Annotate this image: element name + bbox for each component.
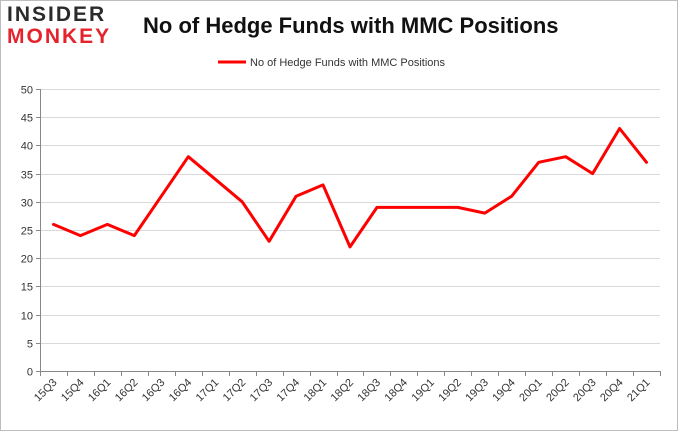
x-tick-label: 18Q3	[356, 377, 384, 405]
data-point	[618, 127, 621, 130]
data-point	[79, 234, 82, 237]
data-point	[295, 195, 298, 198]
logo-line-1: INSIDER	[7, 3, 107, 26]
x-tick-label: 16Q3	[140, 377, 168, 405]
data-point	[376, 206, 379, 209]
data-point	[187, 155, 190, 158]
x-tick-label: 15Q4	[59, 377, 87, 405]
x-tick-label: 18Q2	[329, 377, 357, 405]
data-point	[133, 234, 136, 237]
data-point	[241, 200, 244, 203]
x-tick-label: 19Q1	[409, 377, 437, 405]
y-tick-label: 10	[21, 311, 33, 323]
x-tick-label: 20Q4	[598, 377, 626, 405]
x-tick-label: 16Q2	[113, 377, 141, 405]
x-tick-label: 18Q4	[383, 377, 411, 405]
series-line-0	[52, 127, 648, 249]
data-point	[591, 172, 594, 175]
y-tick-label: 40	[21, 141, 33, 153]
data-point	[483, 212, 486, 215]
y-tick-label: 0	[27, 367, 33, 379]
data-point	[402, 206, 405, 209]
data-point	[214, 178, 217, 181]
y-tick-label: 5	[27, 339, 33, 351]
x-tick-label: 16Q1	[86, 377, 114, 405]
data-point	[537, 161, 540, 164]
y-tick-label: 20	[21, 254, 33, 266]
data-point	[456, 206, 459, 209]
y-tick-label: 35	[21, 170, 33, 182]
x-tick-label: 17Q2	[221, 377, 249, 405]
axes: 0 5 10 15 20 25 30 35 40 45 50 15Q3 15Q4 16Q1 16Q2 16Q3…	[21, 85, 661, 405]
data-point	[564, 155, 567, 158]
data-point	[160, 195, 163, 198]
legend: No of Hedge Funds with MMC Positions	[218, 57, 446, 69]
y-tick-label: 45	[21, 113, 33, 125]
x-tick-label: 17Q3	[248, 377, 276, 405]
data-point	[510, 195, 513, 198]
x-tick-label: 17Q1	[194, 377, 222, 405]
x-tick-label: 20Q3	[571, 377, 599, 405]
data-point	[645, 161, 648, 164]
chart-title: No of Hedge Funds with MMC Positions	[143, 13, 559, 38]
logo-line-2: MONKEY	[7, 25, 112, 48]
y-tick-label: 25	[21, 226, 33, 238]
data-point	[429, 206, 432, 209]
data-point	[52, 223, 55, 226]
x-tick-label: 19Q3	[463, 377, 491, 405]
y-tick-label: 50	[21, 85, 33, 97]
x-tick-label: 16Q4	[167, 377, 195, 405]
x-tick-label: 20Q2	[544, 377, 572, 405]
x-tick-label: 20Q1	[517, 377, 545, 405]
series-lines	[52, 127, 648, 249]
y-tick-label: 30	[21, 198, 33, 210]
gridlines	[40, 89, 660, 372]
data-point	[322, 183, 325, 186]
x-tick-label: 19Q2	[436, 377, 464, 405]
data-point	[268, 240, 271, 243]
data-point	[349, 245, 352, 248]
x-tick-label: 21Q1	[625, 377, 653, 405]
x-tick-label: 17Q4	[275, 377, 303, 405]
x-tick-label: 19Q4	[490, 377, 518, 405]
y-tick-label: 15	[21, 282, 33, 294]
x-tick-label: 15Q3	[32, 377, 60, 405]
data-point	[106, 223, 109, 226]
legend-label: No of Hedge Funds with MMC Positions	[250, 57, 446, 69]
x-tick-label: 18Q1	[302, 377, 330, 405]
insider-monkey-logo: INSIDER MONKEY	[7, 4, 111, 47]
